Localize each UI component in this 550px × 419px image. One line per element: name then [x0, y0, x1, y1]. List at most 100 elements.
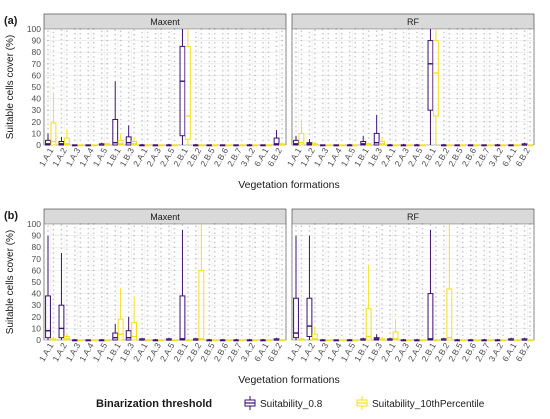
- outlier-point: [248, 254, 251, 257]
- outlier-point: [146, 235, 149, 238]
- outlier-point: [340, 37, 343, 40]
- y-tick-label: 40: [32, 289, 42, 299]
- outlier-point: [213, 83, 216, 86]
- outlier-point: [488, 274, 491, 276]
- outlier-point: [394, 239, 397, 242]
- outlier-point: [275, 295, 278, 297]
- outlier-point: [100, 109, 103, 112]
- outlier-point: [146, 50, 149, 52]
- outlier-point: [227, 301, 230, 304]
- box-2.A.5: [414, 226, 420, 342]
- y-tick-label: 100: [27, 24, 41, 34]
- box-6.B.2: [273, 225, 280, 341]
- outlier-point: [194, 262, 197, 265]
- outlier-point: [442, 73, 445, 76]
- outlier-point: [354, 60, 357, 63]
- outlier-point: [114, 295, 117, 297]
- outlier-point: [79, 139, 82, 142]
- outlier-point: [448, 134, 451, 137]
- outlier-point: [321, 305, 324, 308]
- outlier-point: [186, 286, 189, 289]
- outlier-point: [213, 65, 216, 68]
- outlier-point: [79, 32, 82, 35]
- outlier-point: [227, 55, 230, 58]
- outlier-point: [281, 319, 283, 322]
- outlier-point: [267, 325, 270, 327]
- outlier-point: [106, 246, 109, 249]
- outlier-point: [362, 299, 365, 302]
- outlier-point: [402, 40, 405, 43]
- legend-item-label: Suitability_0.8: [260, 399, 323, 410]
- outlier-point: [416, 54, 418, 57]
- outlier-point: [47, 53, 49, 56]
- outlier-point: [92, 51, 95, 54]
- outlier-point: [141, 234, 144, 237]
- outlier-point: [375, 95, 378, 98]
- outlier-point: [60, 84, 63, 87]
- outlier-point: [65, 234, 68, 237]
- outlier-point: [60, 126, 63, 129]
- outlier-point: [275, 36, 278, 39]
- outlier-point: [262, 51, 265, 54]
- outlier-point: [502, 88, 505, 91]
- outlier-point: [496, 54, 499, 57]
- outlier-point: [141, 257, 144, 260]
- outlier-point: [408, 139, 410, 142]
- outlier-point: [60, 228, 63, 231]
- outlier-point: [461, 264, 464, 267]
- outlier-point: [442, 234, 445, 237]
- outlier-point: [362, 295, 365, 297]
- outlier-point: [327, 288, 330, 290]
- outlier-point: [321, 263, 324, 266]
- outlier-point: [235, 226, 238, 229]
- outlier-point: [100, 67, 103, 70]
- outlier-point: [127, 274, 130, 276]
- outlier-point: [394, 55, 397, 58]
- outlier-point: [496, 59, 499, 62]
- outlier-point: [308, 40, 311, 43]
- outlier-point: [168, 96, 170, 99]
- outlier-point: [354, 301, 357, 304]
- outlier-point: [381, 270, 384, 273]
- outlier-point: [221, 37, 224, 40]
- outlier-point: [227, 306, 230, 309]
- outlier-point: [267, 227, 270, 230]
- outlier-point: [160, 255, 162, 258]
- outlier-point: [402, 119, 405, 122]
- outlier-point: [389, 322, 392, 325]
- outlier-point: [327, 227, 330, 230]
- outlier-point: [515, 260, 518, 263]
- outlier-point: [488, 106, 491, 109]
- outlier-point: [502, 250, 505, 253]
- outlier-point: [281, 277, 283, 280]
- outlier-point: [381, 84, 384, 87]
- outlier-point: [408, 55, 410, 58]
- box-body: [112, 332, 119, 341]
- outlier-point: [442, 295, 445, 297]
- outlier-point: [127, 87, 130, 90]
- outlier-point: [146, 64, 149, 66]
- series-0: [293, 223, 528, 342]
- outlier-point: [106, 86, 109, 88]
- outlier-point: [496, 231, 499, 234]
- outlier-point: [146, 314, 149, 317]
- outlier-point: [515, 329, 518, 332]
- outlier-point: [529, 315, 531, 318]
- outlier-point: [208, 42, 211, 44]
- outlier-point: [60, 224, 63, 227]
- outlier-point: [502, 320, 505, 323]
- outlier-point: [275, 110, 278, 113]
- outlier-point: [340, 111, 343, 114]
- outlier-point: [127, 260, 130, 263]
- outlier-point: [73, 125, 76, 128]
- outlier-point: [300, 271, 303, 274]
- outlier-point: [483, 42, 486, 44]
- outlier-point: [52, 242, 55, 245]
- outlier-point: [221, 259, 224, 261]
- outlier-point: [434, 231, 437, 234]
- y-tick-label: 60: [32, 70, 42, 80]
- outlier-point: [141, 313, 144, 316]
- outlier-point: [79, 65, 82, 68]
- outlier-point: [141, 262, 144, 265]
- outlier-point: [92, 134, 95, 137]
